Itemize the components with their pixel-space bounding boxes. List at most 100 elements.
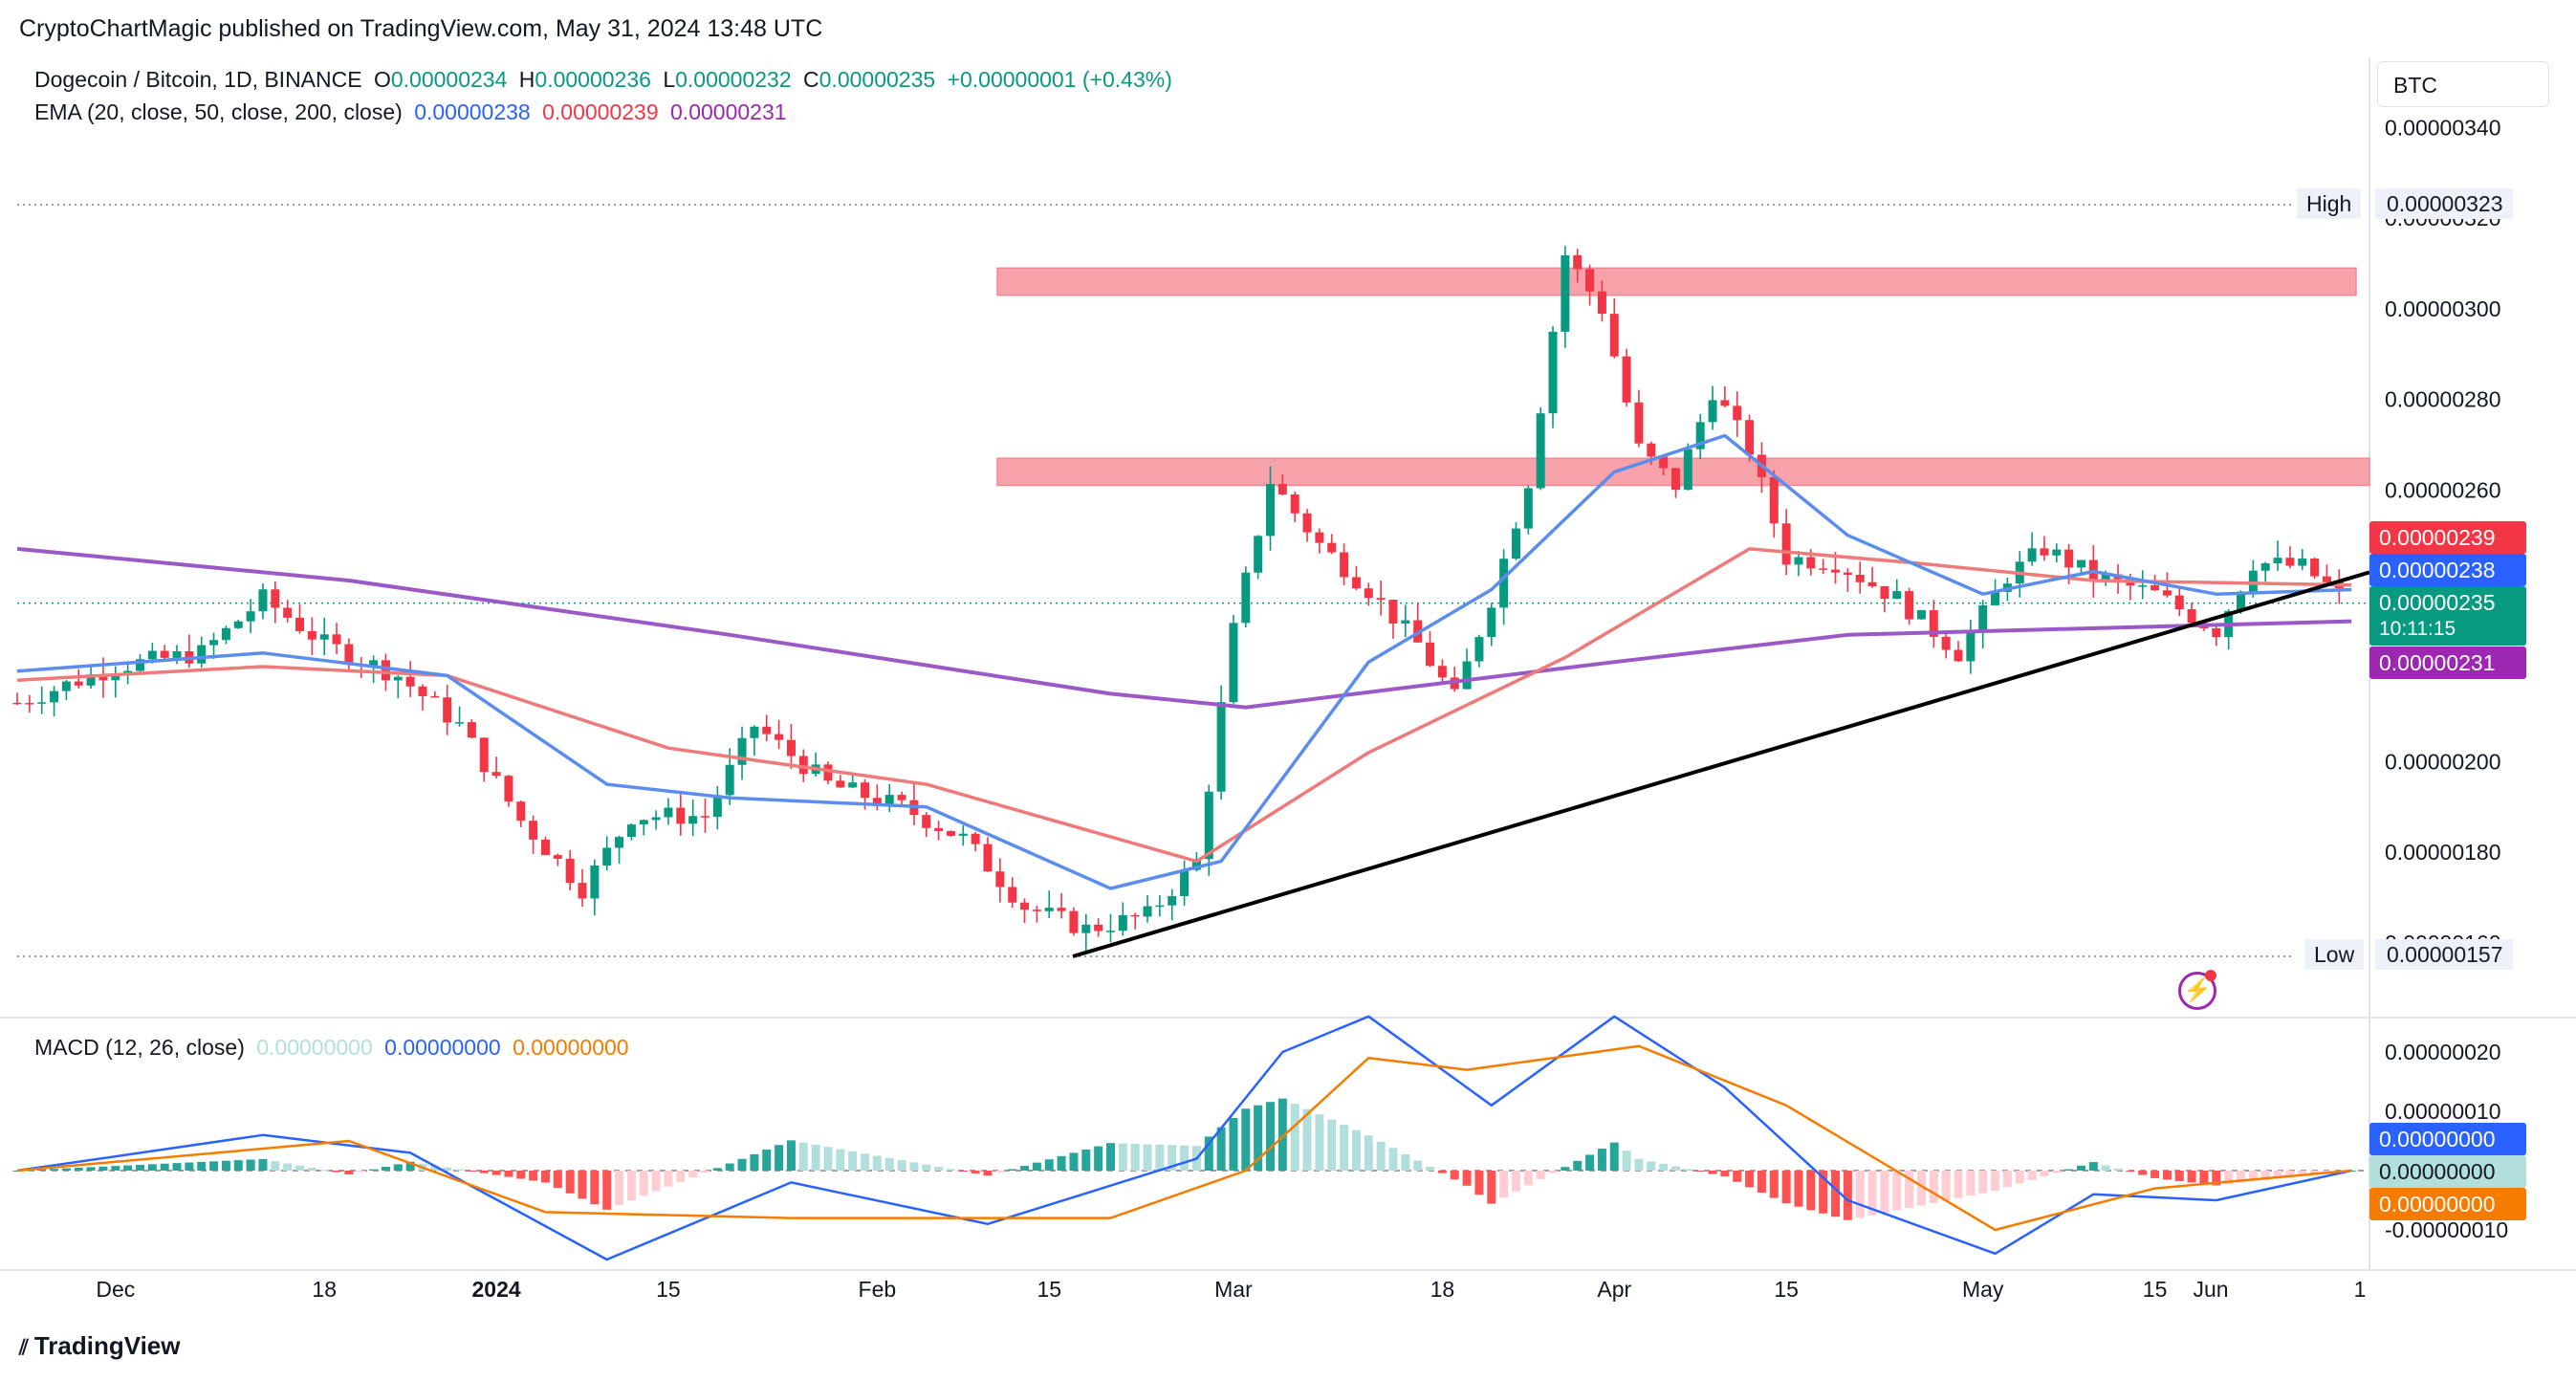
candle-body xyxy=(2260,563,2270,571)
candle-body xyxy=(1204,791,1213,860)
candle-body xyxy=(861,782,870,799)
macd-hist-bar xyxy=(258,1158,268,1171)
candle-body xyxy=(958,833,968,836)
candle-body xyxy=(1634,402,1644,444)
candle-body xyxy=(1745,420,1755,455)
ema200-price-tag: 0.00000231 xyxy=(2369,647,2526,679)
macd-hist-bar xyxy=(1634,1158,1644,1171)
macd-hist-bar xyxy=(897,1160,906,1171)
candle-body xyxy=(479,737,489,773)
macd-hist-bar xyxy=(369,1169,379,1171)
candle-body xyxy=(2248,570,2258,592)
macd-hist-bar xyxy=(823,1147,833,1171)
candle-body xyxy=(1892,591,1902,600)
macd-hist-bar xyxy=(1966,1171,1976,1196)
candle-body xyxy=(934,827,944,831)
candle-body xyxy=(565,858,575,884)
macd-hist-bar xyxy=(2088,1162,2098,1171)
macd-hist-bar xyxy=(2064,1169,2074,1171)
candle-body xyxy=(1130,914,1140,917)
lightning-icon[interactable]: ⚡ xyxy=(2178,972,2216,1010)
candle-body xyxy=(884,795,894,805)
candle-body xyxy=(1609,314,1619,357)
symbol-name: Dogecoin / Bitcoin, 1D, BINANCE xyxy=(34,67,362,92)
ema20-value: 0.00000238 xyxy=(414,99,531,124)
macd-hist-bar xyxy=(1585,1154,1595,1171)
macd-hist-bar xyxy=(1819,1171,1828,1214)
macd-hist-bar xyxy=(1647,1161,1656,1171)
macd-hist-bar xyxy=(2174,1171,2184,1181)
high-marker-label: High xyxy=(2297,188,2362,219)
ema200-value: 0.00000231 xyxy=(670,99,787,124)
x-axis-label: Jun xyxy=(2193,1277,2228,1302)
candle-body xyxy=(540,839,550,856)
candle-body xyxy=(602,847,612,866)
macd-hist-bar xyxy=(1499,1171,1509,1198)
candle-body xyxy=(553,855,562,859)
candle-body xyxy=(98,674,108,681)
candle-body xyxy=(74,681,83,686)
macd-hist-bar xyxy=(1057,1155,1066,1171)
candle-body xyxy=(1733,406,1742,421)
macd-hist-bar xyxy=(2187,1171,2196,1183)
macd-hist-bar xyxy=(1794,1171,1803,1207)
macd-hist-bar xyxy=(1867,1171,1877,1216)
macd-hist-bar xyxy=(811,1144,820,1171)
x-axis-label: 15 xyxy=(2143,1277,2168,1302)
candle-body xyxy=(1254,536,1263,573)
candle-body xyxy=(319,634,329,640)
macd-hist-bar xyxy=(516,1171,526,1179)
candle-body xyxy=(1032,910,1041,911)
macd-hist-bar xyxy=(2040,1171,2049,1177)
x-axis-label: 15 xyxy=(1774,1277,1799,1302)
candle-body xyxy=(725,764,734,796)
macd-hist-bar xyxy=(1487,1171,1496,1204)
candle-body xyxy=(1044,908,1054,911)
candle-body xyxy=(1622,356,1631,403)
y-axis-label: 0.00000180 xyxy=(2385,840,2501,865)
macd-hist-bar xyxy=(578,1171,587,1199)
low-value: 0.00000232 xyxy=(675,67,792,92)
macd-hist-bar xyxy=(1277,1098,1287,1171)
macd-hist-bar xyxy=(995,1171,1005,1173)
candle-body xyxy=(1929,610,1938,637)
macd-hist-bar xyxy=(872,1155,882,1171)
macd-hist-bar xyxy=(221,1160,230,1171)
ema50-line xyxy=(16,547,2352,864)
macd-hist-bar xyxy=(1929,1171,1938,1203)
candle-body xyxy=(430,695,440,698)
notification-dot-icon xyxy=(2205,970,2216,981)
candle-body xyxy=(1941,636,1951,650)
macd-hist-bar xyxy=(430,1165,440,1171)
candle-body xyxy=(712,795,722,818)
macd-hist-bar xyxy=(553,1171,562,1189)
ema-legend: EMA (20, close, 50, close, 200, close) 0… xyxy=(34,99,793,125)
macd-hist-bar xyxy=(602,1171,612,1210)
macd-hist-bar xyxy=(1020,1166,1030,1171)
candle-body xyxy=(418,686,427,696)
macd-hist-bar xyxy=(1315,1114,1324,1171)
macd-hist-bar xyxy=(676,1171,686,1182)
candle-body xyxy=(295,617,305,631)
support-trendline xyxy=(1072,570,2370,958)
tradingview-logo[interactable]: ⫽ TradingView xyxy=(19,1331,181,1361)
candle-body xyxy=(516,801,526,822)
macd-hist-bar xyxy=(197,1161,207,1171)
macd-hist-bar xyxy=(626,1171,636,1201)
candle-body xyxy=(1241,572,1251,624)
ema-label: EMA (20, close, 50, close, 200, close) xyxy=(34,99,403,124)
candle-body xyxy=(1094,924,1103,932)
currency-button[interactable]: BTC xyxy=(2377,61,2549,107)
macd-hist-bar xyxy=(1426,1167,1435,1171)
candle-body xyxy=(1155,905,1165,908)
candle-body xyxy=(332,634,341,645)
macd-hist-bar xyxy=(700,1171,709,1173)
macd-hist-bar xyxy=(479,1171,489,1173)
macd-hist-bar xyxy=(1241,1108,1251,1171)
candle-body xyxy=(258,589,268,612)
candle-body xyxy=(1216,702,1226,792)
y-axis-label: 0.00000200 xyxy=(2385,749,2501,774)
candle-body xyxy=(393,676,403,681)
macd-hist-bar xyxy=(504,1171,513,1177)
